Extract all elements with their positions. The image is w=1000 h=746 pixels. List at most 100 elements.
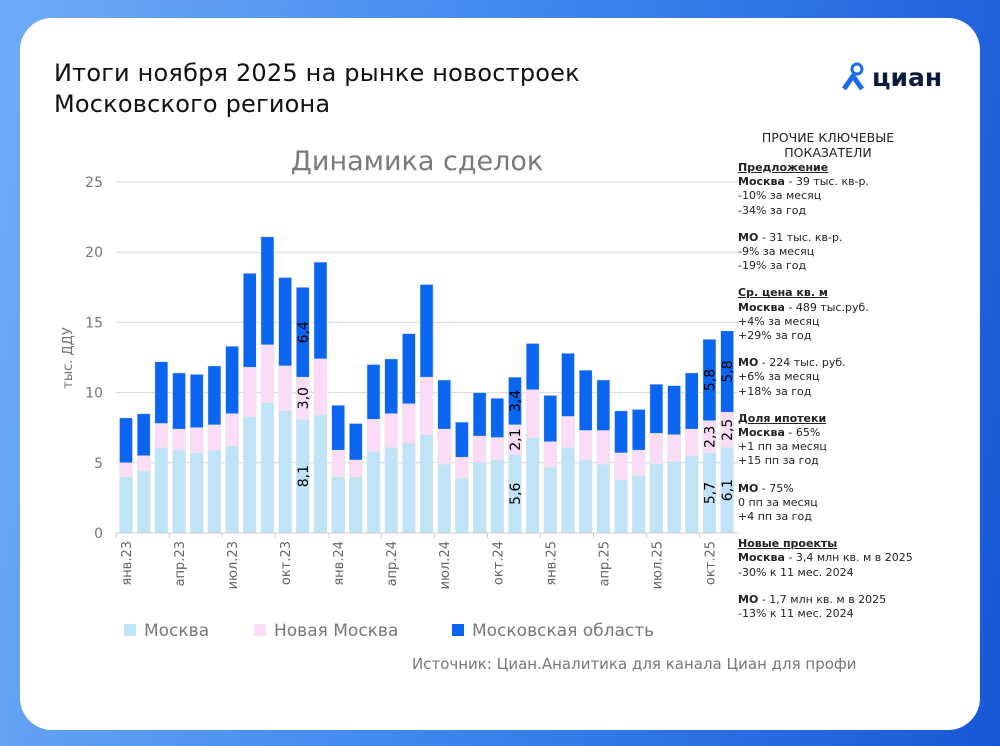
y-tick-label: 20 (85, 245, 103, 261)
bar-segment (685, 372, 699, 430)
y-axis-label: тыс. ДДУ (61, 327, 76, 389)
data-label: 6,1 (720, 479, 736, 501)
bar-segment (225, 413, 239, 447)
indicator-line: Москва - 39 тыс. кв-р. (738, 175, 948, 189)
x-tick-label: окт.24 (491, 541, 506, 585)
bar-segment (402, 403, 416, 444)
bar-segment (366, 451, 381, 534)
bar-segment (243, 367, 257, 417)
indicator-line: Москва - 3,4 млн кв. м в 2025 (738, 551, 948, 565)
bar-segment (349, 459, 363, 478)
data-label: 2,3 (702, 426, 718, 448)
data-label: 5,8 (720, 360, 736, 382)
bar-segment (490, 459, 505, 534)
data-label: 2,5 (720, 419, 736, 441)
bar-segment (207, 365, 222, 426)
indicator-change: 0 пп за месяц (738, 495, 818, 509)
bar-segment (331, 449, 345, 478)
bar-segment (685, 428, 699, 457)
bar-segment (172, 449, 186, 534)
bar-segment (278, 365, 292, 412)
bar-segment (561, 416, 575, 448)
bar-segment (366, 419, 381, 452)
bar-segment (667, 385, 681, 435)
region-name: МО (738, 481, 759, 495)
bar-segment (154, 423, 169, 448)
bar-segment (313, 358, 328, 416)
title-line-2: Московского региона (54, 90, 331, 118)
region-name: Москва (738, 175, 785, 189)
key-indicators-title: ПРОЧИЕ КЛЮЧЕВЫЕ ПОКАЗАТЕЛИ (738, 130, 918, 160)
bar-segment (525, 343, 540, 391)
bar-segment (631, 449, 646, 476)
bar-segment (614, 479, 628, 534)
bar-segment (543, 466, 558, 534)
bar-segment (490, 397, 505, 438)
bar-segment (543, 395, 558, 442)
data-label: 3,0 (296, 387, 312, 409)
bar-segment (596, 430, 611, 465)
key-indicators-panel: ПРОЧИЕ КЛЮЧЕВЫЕ ПОКАЗАТЕЛИ Предложение Мо… (738, 130, 948, 634)
indicator-value: - 65% (784, 426, 821, 440)
page-title: Итоги ноября 2025 на рынке новостроек Мо… (54, 58, 580, 120)
bar-segment (649, 433, 664, 465)
bar-segment (384, 447, 398, 534)
x-tick-label: апр.24 (385, 541, 400, 586)
bar-segment (243, 273, 257, 368)
bar-segment (296, 287, 310, 378)
indicator-line: Москва - 65% (738, 426, 948, 440)
bar-segment (402, 442, 416, 534)
y-tick-label: 15 (85, 315, 103, 331)
data-label: 2,1 (508, 429, 524, 451)
bar-segment (189, 427, 204, 454)
bar-segment (119, 462, 133, 478)
legend-swatch (254, 624, 266, 636)
bar-segment (172, 372, 186, 430)
x-tick-label: янв.24 (332, 541, 347, 586)
bar-segment (578, 369, 593, 431)
x-tick-label: апр.25 (597, 541, 612, 586)
indicator-line: МО - 75% (738, 482, 948, 496)
bar-segment (278, 410, 292, 534)
region-name: МО (738, 592, 759, 606)
bar-segment (667, 434, 681, 462)
indicator-line: МО - 31 тыс. кв-р. (738, 231, 948, 245)
bar-segment (207, 449, 222, 534)
bar-segment (419, 434, 434, 534)
bar-segment (596, 463, 611, 534)
section-heading: Доля ипотеки (738, 411, 827, 425)
indicator-line: Москва - 489 тыс.руб. (738, 301, 948, 315)
x-tick-label: июл.23 (226, 541, 241, 589)
indicator-change: -30% к 11 мес. 2024 (738, 565, 854, 579)
indicator-change: -13% к 11 мес. 2024 (738, 607, 854, 621)
bar-segment (189, 374, 204, 428)
bar-segment (313, 414, 328, 534)
bar-segment (366, 364, 381, 420)
section-heading: Новые проекты (738, 537, 838, 551)
bar-segment (278, 277, 292, 367)
indicator-value: - 224 тыс. руб. (758, 356, 846, 370)
bar-segment (631, 409, 646, 451)
y-tick-label: 0 (94, 526, 103, 542)
bar-segment (596, 379, 611, 431)
bar-segment (455, 456, 469, 479)
bar-segment (543, 441, 558, 468)
bar-segment (720, 330, 734, 413)
bar-segment (614, 452, 628, 480)
bar-segment (419, 376, 434, 435)
bar-segment (119, 417, 133, 464)
bar-segment (384, 413, 398, 448)
y-tick-label: 10 (85, 386, 103, 402)
bar-segment (561, 353, 575, 417)
legend-label: Московская область (472, 621, 654, 641)
region-name: Москва (738, 551, 785, 565)
bar-segment (243, 416, 257, 534)
indicator-value: - 75% (758, 481, 794, 495)
bar-segment (260, 402, 275, 534)
x-tick-label: апр.23 (173, 541, 188, 586)
region-name: МО (738, 230, 759, 244)
bar-segment (472, 462, 487, 534)
indicator-change: +15 пп за год (738, 454, 819, 468)
bar-segment (490, 437, 505, 461)
x-tick-label: янв.25 (544, 541, 559, 586)
